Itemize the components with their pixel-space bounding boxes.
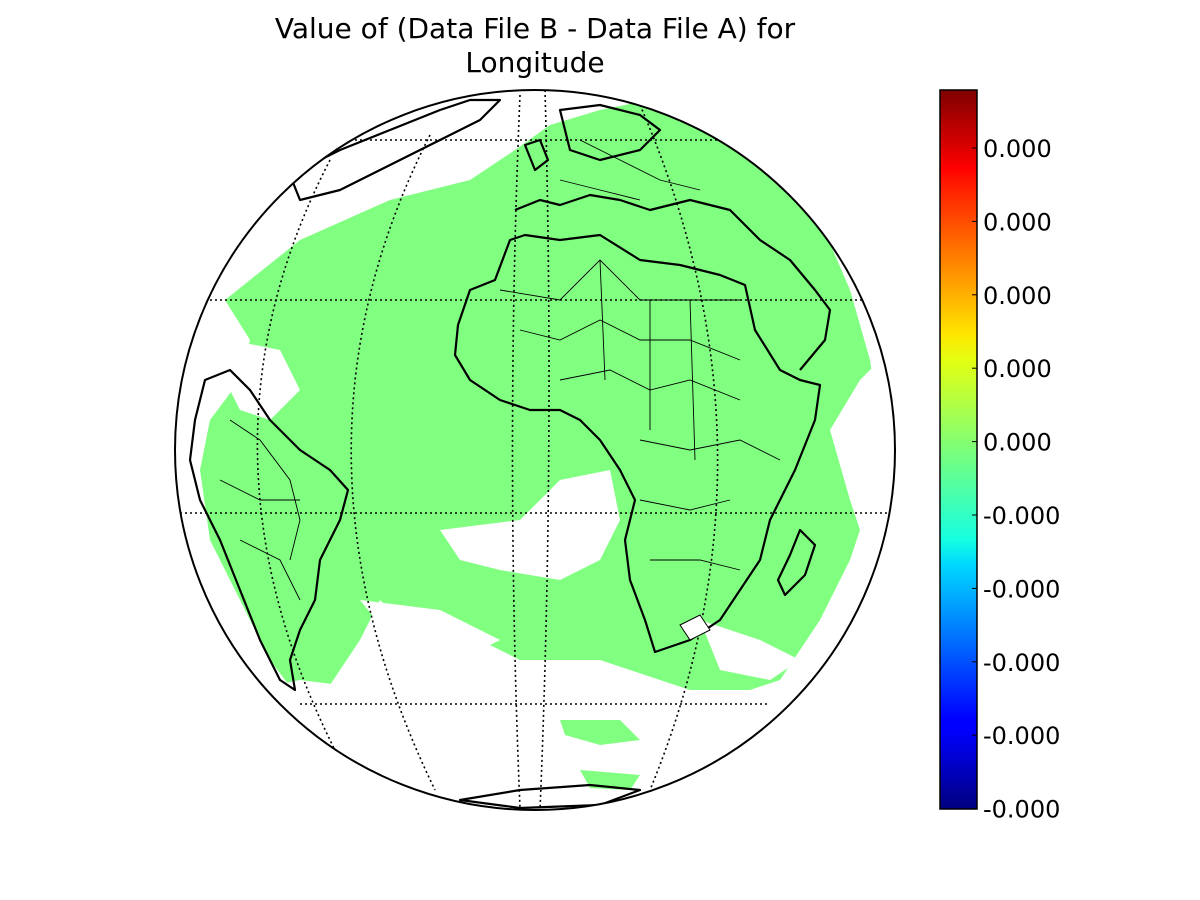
coastlines <box>188 98 832 810</box>
colorbar-tick-label: -0.000 <box>983 722 1060 750</box>
colorbar-tick-label: 0.000 <box>983 282 1052 310</box>
gap-south-1 <box>440 470 620 580</box>
colorbar-tick-label: 0.000 <box>983 429 1052 457</box>
globe-map <box>174 89 896 811</box>
colorbar: 0.000 0.000 0.000 0.000 0.000 -0.000 -0.000 -0.… <box>939 89 1060 824</box>
colorbar-tick-label: -0.000 <box>983 502 1060 530</box>
gap-south-2 <box>360 600 500 660</box>
colorbar-tick-label: 0.000 <box>983 355 1052 383</box>
gap-south-4 <box>700 620 800 680</box>
green-coverage <box>200 100 880 700</box>
colorbar-ticks: 0.000 0.000 0.000 0.000 0.000 -0.000 -0.000 -0.… <box>972 135 1060 824</box>
data-field <box>175 90 895 810</box>
title-line-1: Value of (Data File B - Data File A) for <box>275 12 796 45</box>
gap-west <box>225 340 300 420</box>
colorbar-tick-label: -0.000 <box>983 796 1060 824</box>
lesotho-gap <box>679 614 711 641</box>
gap-north <box>360 110 520 160</box>
colorbar-tick-label: 0.000 <box>983 208 1052 236</box>
borders <box>219 139 781 601</box>
colorbar-tick-label: 0.000 <box>983 135 1052 163</box>
title-line-2: Longitude <box>465 46 604 79</box>
green-south-patch <box>560 720 640 745</box>
graticule <box>175 90 895 810</box>
globe-outline <box>174 89 896 811</box>
colorbar-tick-label: -0.000 <box>983 649 1060 677</box>
colorbar-tick-label: -0.000 <box>983 575 1060 603</box>
colorbar-gradient <box>939 89 978 810</box>
gap-east <box>830 360 895 560</box>
